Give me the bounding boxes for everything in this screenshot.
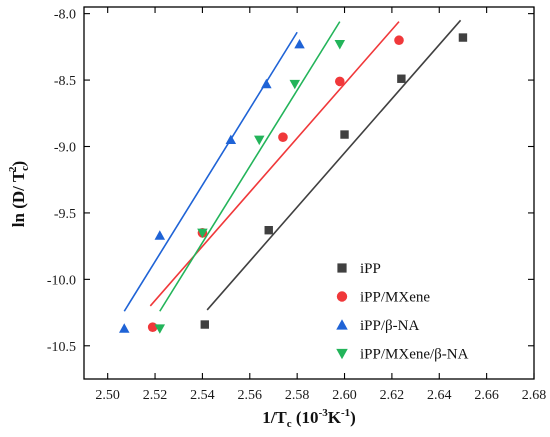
data-point bbox=[334, 40, 346, 50]
x-tick-label: 2.66 bbox=[474, 388, 499, 403]
x-axis-ticks: 2.50 2.52 2.54 2.56 2.58 2.60 2.62 2.64 2.66 2.68 bbox=[95, 7, 546, 403]
data-point bbox=[197, 228, 208, 239]
data-point bbox=[154, 230, 166, 240]
data-point bbox=[289, 79, 301, 90]
data-point bbox=[200, 320, 209, 329]
x-tick-label: 2.64 bbox=[427, 388, 452, 403]
legend-label: iPP bbox=[360, 261, 381, 277]
legend-label: iPP/β-NA bbox=[360, 318, 419, 334]
data-point bbox=[119, 323, 130, 333]
x-tick-label: 2.60 bbox=[332, 388, 357, 403]
x-tick-label: 2.68 bbox=[522, 388, 547, 403]
legend-marker bbox=[337, 263, 347, 273]
x-tick-label: 2.56 bbox=[238, 388, 263, 403]
data-point bbox=[394, 35, 404, 46]
fit-line bbox=[123, 31, 298, 312]
y-tick-label: -10.5 bbox=[47, 340, 76, 355]
y-tick-label: -9.0 bbox=[54, 141, 76, 156]
x-tick-label: 2.50 bbox=[95, 388, 120, 403]
data-point bbox=[397, 74, 406, 83]
x-tick-label: 2.58 bbox=[285, 388, 310, 403]
y-tick-label: -8.0 bbox=[54, 8, 76, 23]
x-axis-label: 1/Tc (10-3K-1) bbox=[262, 407, 356, 430]
data-point bbox=[278, 132, 288, 142]
fit-lines bbox=[123, 19, 462, 312]
legend: iPP iPP/MXene iPP/β-NA iPP/MXene/β-NA bbox=[336, 261, 469, 363]
data-point bbox=[261, 78, 272, 89]
data-point bbox=[154, 324, 166, 334]
x-tick-label: 2.62 bbox=[380, 388, 405, 403]
y-tick-label: -10.0 bbox=[47, 273, 76, 288]
data-point bbox=[254, 135, 265, 146]
x-tick-label: 2.52 bbox=[143, 388, 168, 403]
fit-line bbox=[159, 21, 341, 312]
fit-line bbox=[206, 19, 462, 311]
x-tick-label: 2.54 bbox=[190, 388, 215, 403]
data-point bbox=[334, 76, 345, 87]
legend-label: iPP/MXene/β-NA bbox=[360, 347, 469, 363]
data-points bbox=[119, 33, 468, 334]
plot-frame bbox=[83, 6, 535, 380]
y-axis-label: ln (D/ Tc2) bbox=[7, 161, 31, 227]
legend-label: iPP/MXene bbox=[360, 290, 430, 306]
data-point bbox=[264, 226, 273, 235]
legend-marker bbox=[336, 319, 348, 330]
data-point bbox=[340, 130, 349, 139]
data-point bbox=[458, 33, 468, 42]
data-point bbox=[294, 38, 305, 49]
legend-marker bbox=[336, 348, 348, 360]
y-axis-ticks: -8.0 -8.5 -9.0 -9.5 -10.0 -10.5 bbox=[47, 8, 534, 355]
data-point bbox=[225, 134, 237, 145]
data-point bbox=[147, 322, 158, 332]
y-tick-label: -9.5 bbox=[54, 207, 76, 222]
legend-marker bbox=[336, 291, 348, 302]
y-tick-label: -8.5 bbox=[54, 74, 76, 89]
